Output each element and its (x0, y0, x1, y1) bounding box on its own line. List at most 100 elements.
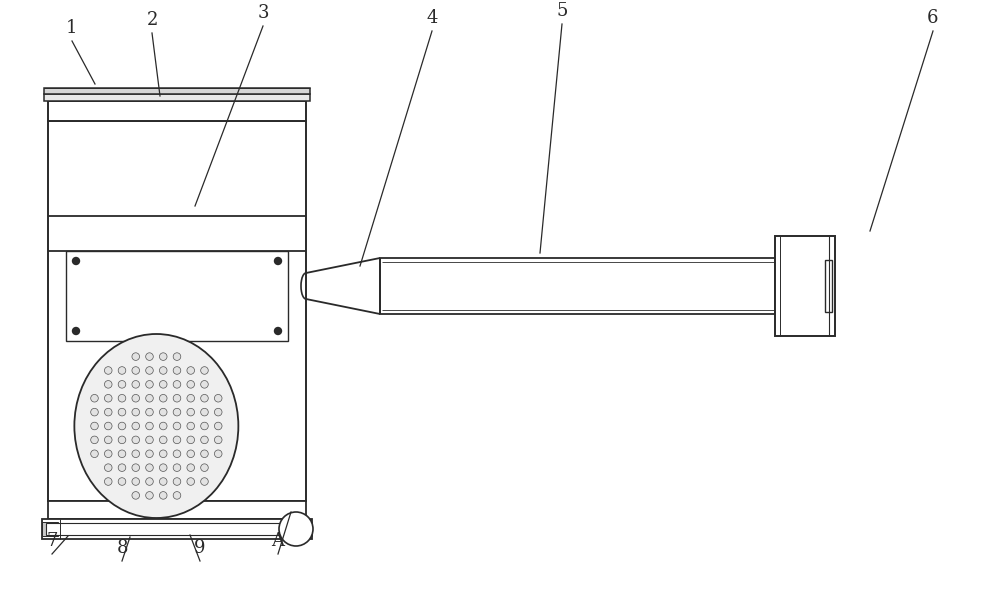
Circle shape (201, 450, 208, 458)
Circle shape (146, 464, 153, 471)
Circle shape (132, 381, 140, 388)
Text: 5: 5 (556, 2, 568, 20)
Text: 7: 7 (46, 532, 58, 550)
Ellipse shape (74, 334, 238, 518)
Circle shape (146, 395, 153, 402)
Circle shape (104, 436, 112, 443)
Text: 2: 2 (146, 11, 158, 29)
Circle shape (104, 464, 112, 471)
Circle shape (146, 478, 153, 485)
Circle shape (72, 257, 80, 265)
Circle shape (118, 450, 126, 458)
Circle shape (187, 478, 195, 485)
Circle shape (201, 464, 208, 471)
Text: 3: 3 (257, 4, 269, 22)
Circle shape (104, 478, 112, 485)
Circle shape (159, 395, 167, 402)
Circle shape (274, 257, 282, 265)
Circle shape (146, 422, 153, 430)
Circle shape (159, 478, 167, 485)
Bar (44, 94, 310, 101)
Circle shape (91, 422, 98, 430)
Circle shape (118, 367, 126, 374)
Circle shape (173, 367, 181, 374)
Circle shape (187, 367, 195, 374)
Circle shape (132, 450, 140, 458)
Bar (46, 523, 308, 535)
Circle shape (187, 450, 195, 458)
Circle shape (201, 408, 208, 416)
Circle shape (118, 436, 126, 443)
Circle shape (159, 408, 167, 416)
Circle shape (146, 367, 153, 374)
Circle shape (201, 381, 208, 388)
Circle shape (132, 367, 140, 374)
Circle shape (132, 408, 140, 416)
Circle shape (201, 395, 208, 402)
Circle shape (146, 450, 153, 458)
Circle shape (214, 422, 222, 430)
Circle shape (146, 436, 153, 443)
Circle shape (146, 408, 153, 416)
Circle shape (159, 353, 167, 361)
Circle shape (104, 381, 112, 388)
Circle shape (173, 381, 181, 388)
Circle shape (72, 327, 80, 334)
Circle shape (173, 395, 181, 402)
Bar (775, 236, 835, 336)
Text: 8: 8 (116, 539, 128, 557)
Circle shape (201, 436, 208, 443)
Circle shape (159, 436, 167, 443)
Circle shape (214, 408, 222, 416)
Bar (296, 522, 312, 536)
Circle shape (132, 478, 140, 485)
Circle shape (159, 381, 167, 388)
Bar (48, 101, 306, 121)
Bar (42, 522, 58, 536)
Circle shape (146, 381, 153, 388)
Bar (48, 121, 306, 501)
Circle shape (132, 436, 140, 443)
Circle shape (132, 422, 140, 430)
Text: 6: 6 (927, 9, 939, 27)
Circle shape (159, 450, 167, 458)
Circle shape (132, 353, 140, 361)
Bar (48, 501, 306, 519)
Circle shape (159, 367, 167, 374)
Bar (825, 260, 832, 312)
Circle shape (91, 408, 98, 416)
Circle shape (274, 327, 282, 334)
Text: 1: 1 (66, 19, 78, 37)
Circle shape (173, 408, 181, 416)
Text: 9: 9 (194, 539, 206, 557)
Circle shape (214, 436, 222, 443)
Circle shape (173, 353, 181, 361)
Circle shape (173, 478, 181, 485)
Circle shape (214, 450, 222, 458)
Circle shape (118, 395, 126, 402)
Bar (380, 258, 775, 314)
Circle shape (104, 450, 112, 458)
Bar (66, 251, 288, 341)
Circle shape (279, 512, 313, 546)
Circle shape (159, 492, 167, 499)
Circle shape (187, 436, 195, 443)
Circle shape (187, 381, 195, 388)
Circle shape (146, 353, 153, 361)
Circle shape (132, 395, 140, 402)
Bar (42, 519, 312, 539)
Circle shape (104, 422, 112, 430)
Circle shape (118, 478, 126, 485)
Circle shape (118, 408, 126, 416)
Circle shape (201, 478, 208, 485)
Circle shape (187, 422, 195, 430)
Circle shape (132, 464, 140, 471)
Circle shape (91, 450, 98, 458)
Circle shape (159, 464, 167, 471)
Circle shape (104, 408, 112, 416)
Circle shape (132, 492, 140, 499)
Text: A: A (272, 532, 285, 550)
Circle shape (118, 422, 126, 430)
Circle shape (104, 367, 112, 374)
Circle shape (201, 422, 208, 430)
